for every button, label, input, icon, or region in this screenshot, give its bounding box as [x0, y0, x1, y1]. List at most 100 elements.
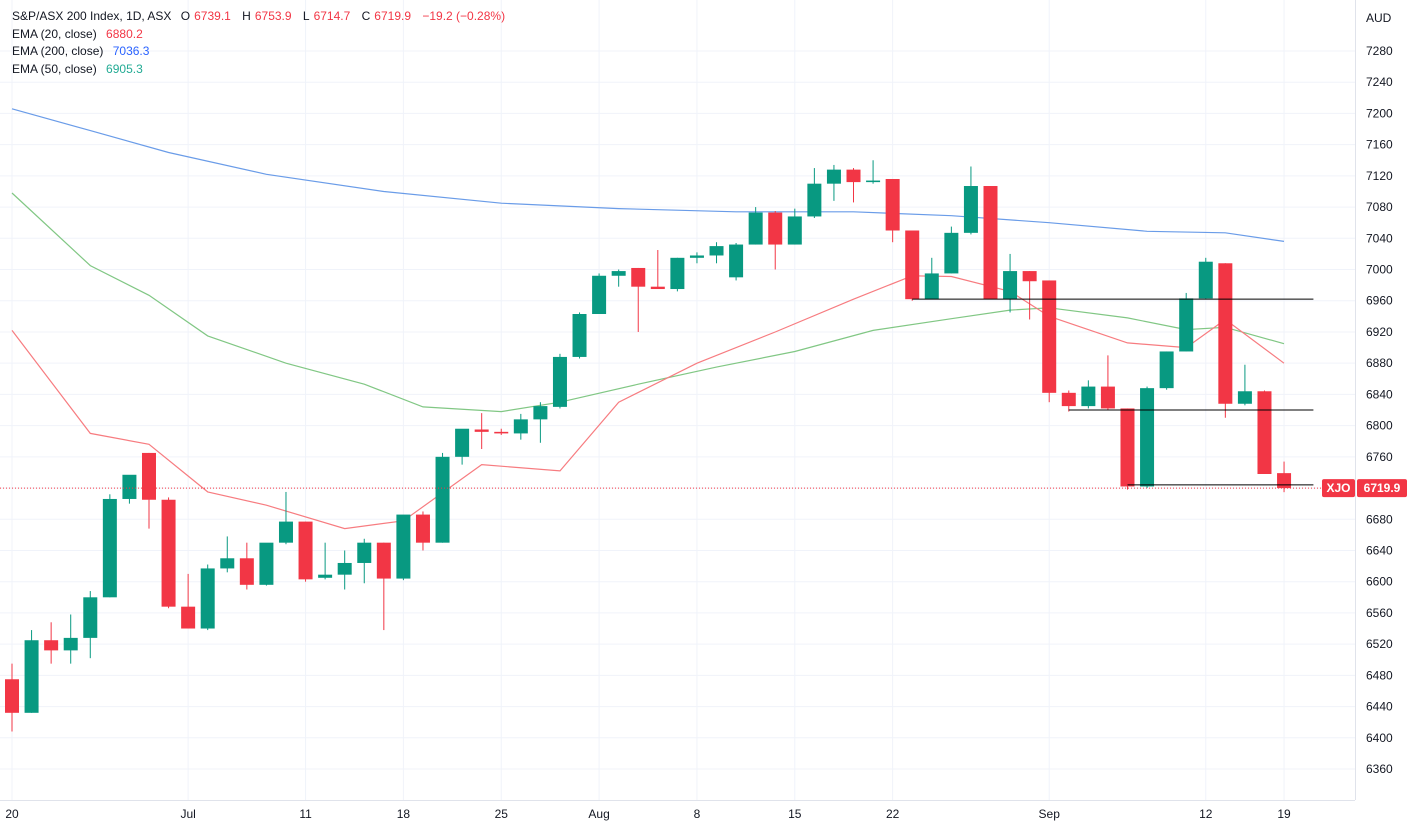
symbol-legend-row[interactable]: S&P/ASX 200 Index, 1D, ASX O 6739.1 H 6753…: [12, 8, 509, 26]
candle[interactable]: [1140, 386, 1155, 489]
price-tick-label: 7000: [1366, 263, 1393, 277]
candle[interactable]: [1198, 257, 1213, 300]
candle[interactable]: [709, 242, 724, 264]
price-tick-label: 6520: [1366, 637, 1393, 651]
candle[interactable]: [278, 491, 293, 545]
candle[interactable]: [220, 536, 235, 573]
candle[interactable]: [1218, 263, 1233, 418]
candle[interactable]: [376, 542, 391, 631]
candle-body: [1159, 351, 1174, 389]
candle[interactable]: [513, 413, 528, 440]
candle[interactable]: [396, 514, 411, 581]
candle[interactable]: [83, 591, 98, 659]
ema50-legend-row[interactable]: EMA (50, close) 6905.3: [12, 61, 509, 79]
candle[interactable]: [983, 186, 998, 300]
candle[interactable]: [631, 267, 646, 332]
candle[interactable]: [161, 497, 176, 609]
candle[interactable]: [1081, 380, 1096, 409]
candle[interactable]: [611, 269, 626, 287]
close-label: C: [361, 9, 371, 23]
candle-body: [298, 521, 313, 580]
candle[interactable]: [1022, 271, 1037, 320]
close-value: 6719.9: [374, 9, 411, 23]
candle[interactable]: [729, 242, 744, 281]
candle[interactable]: [572, 312, 587, 359]
candle-body: [1198, 261, 1213, 299]
price-axis[interactable]: 6360640064406480652065606600664066806720…: [1355, 0, 1394, 800]
candle[interactable]: [1003, 253, 1018, 313]
candle[interactable]: [533, 402, 548, 443]
candle[interactable]: [455, 428, 470, 465]
price-tick-label: 6640: [1366, 543, 1393, 557]
price-tick-label: 6920: [1366, 325, 1393, 339]
candle[interactable]: [846, 168, 861, 203]
candle-body: [944, 232, 959, 274]
candle[interactable]: [337, 550, 352, 590]
time-axis[interactable]: 20 Jul 11 18 25 Aug 8 15 22 Sep 12 19: [0, 800, 1355, 822]
candle-body: [474, 429, 489, 432]
candle[interactable]: [924, 257, 939, 300]
candle-body: [102, 498, 117, 598]
candle-body: [611, 271, 626, 276]
candle-body: [1179, 298, 1194, 352]
candle-body: [846, 169, 861, 183]
candle-body: [5, 679, 19, 713]
candle[interactable]: [122, 474, 137, 504]
price-tick-label: 6680: [1366, 512, 1393, 526]
candle[interactable]: [689, 252, 704, 264]
candle[interactable]: [141, 452, 156, 529]
candle[interactable]: [24, 630, 39, 713]
candle[interactable]: [239, 542, 254, 590]
candle[interactable]: [435, 452, 450, 543]
candle[interactable]: [181, 573, 196, 629]
horizontal-levels[interactable]: [912, 298, 1314, 486]
grid-lines: [0, 0, 1355, 800]
candle[interactable]: [474, 413, 489, 450]
ema200-legend-row[interactable]: EMA (200, close) 7036.3: [12, 43, 509, 61]
candle[interactable]: [63, 614, 78, 664]
price-tick-label: 6960: [1366, 294, 1393, 308]
candle[interactable]: [826, 164, 841, 201]
candle[interactable]: [102, 494, 117, 598]
candle[interactable]: [866, 160, 881, 184]
candle[interactable]: [552, 353, 567, 409]
ema20-legend-row[interactable]: EMA (20, close) 6880.2: [12, 26, 509, 44]
candle[interactable]: [200, 564, 215, 631]
candle[interactable]: [807, 168, 822, 219]
candle[interactable]: [592, 273, 607, 315]
candle[interactable]: [670, 257, 685, 292]
candle[interactable]: [1061, 390, 1076, 412]
candle[interactable]: [885, 178, 900, 243]
candle-body: [1218, 263, 1233, 404]
time-tick-label: Sep: [1039, 807, 1061, 821]
candle[interactable]: [944, 226, 959, 274]
candle[interactable]: [650, 250, 665, 290]
candle[interactable]: [5, 663, 19, 732]
candle-body: [24, 640, 39, 713]
candle[interactable]: [1237, 364, 1252, 406]
ema50-label: EMA (50, close): [12, 61, 97, 76]
candle[interactable]: [1120, 408, 1135, 490]
candle[interactable]: [44, 622, 59, 664]
candle[interactable]: [259, 542, 274, 586]
candle[interactable]: [1159, 351, 1174, 390]
candle-body: [631, 267, 646, 287]
candle[interactable]: [1042, 280, 1057, 403]
candle[interactable]: [494, 428, 509, 435]
candle[interactable]: [1257, 390, 1272, 474]
candle[interactable]: [787, 208, 802, 245]
candle[interactable]: [1179, 292, 1194, 352]
candle[interactable]: [768, 210, 783, 270]
candlestick-series[interactable]: [5, 160, 1292, 732]
candle[interactable]: [963, 166, 978, 235]
candle[interactable]: [905, 230, 920, 301]
candle[interactable]: [298, 521, 313, 582]
candle[interactable]: [748, 207, 763, 245]
candle[interactable]: [1100, 355, 1115, 410]
candle[interactable]: [357, 538, 372, 584]
ema20-label: EMA (20, close): [12, 26, 97, 41]
candle[interactable]: [415, 511, 430, 551]
candle[interactable]: [318, 542, 333, 580]
candle[interactable]: [1277, 461, 1292, 493]
